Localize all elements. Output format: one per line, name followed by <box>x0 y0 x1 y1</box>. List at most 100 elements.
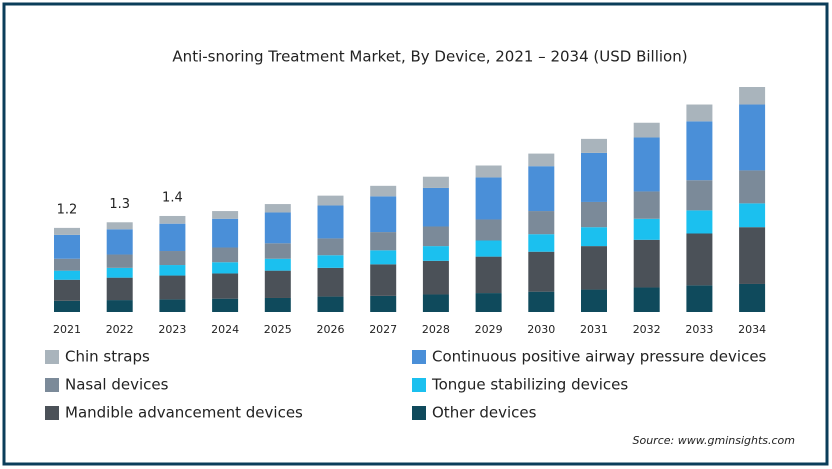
legend-label: Tongue stabilizing devices <box>431 376 628 394</box>
bar-segment <box>159 299 186 312</box>
x-tick-label: 2028 <box>422 323 450 336</box>
x-tick-label: 2030 <box>527 323 555 336</box>
bar-segment <box>581 227 607 247</box>
bar-segment <box>422 260 449 295</box>
bar-segment <box>475 165 502 178</box>
bar-segment <box>528 166 555 212</box>
bar-segment <box>475 240 502 257</box>
bar-segment <box>370 250 397 265</box>
bar-segment <box>686 233 713 286</box>
bar-segment <box>422 187 449 227</box>
bar-segment <box>422 246 449 261</box>
bar-segment <box>475 293 502 312</box>
bar-segment <box>264 258 291 271</box>
legend-swatch <box>45 406 59 420</box>
bar-segment <box>739 170 766 204</box>
bar-segment <box>106 229 133 255</box>
bar-segment <box>370 196 397 233</box>
bar-segment <box>528 251 555 292</box>
bar-segment <box>54 234 80 259</box>
bar-segment <box>317 238 344 256</box>
bar-segment <box>739 104 766 171</box>
bar-segment <box>317 205 344 239</box>
total-label: 1.2 <box>57 202 78 217</box>
bar-segment <box>633 137 660 192</box>
bar-segment <box>106 277 133 301</box>
legend-swatch <box>412 406 426 420</box>
bar-segment <box>686 210 713 234</box>
bar-segment <box>106 222 133 230</box>
x-tick-label: 2026 <box>317 323 345 336</box>
chart-title: Anti-snoring Treatment Market, By Device… <box>172 48 687 66</box>
bar-segment <box>528 211 555 235</box>
bar-segment <box>264 270 291 298</box>
bar-segment <box>159 215 186 224</box>
bar-segment <box>212 298 239 312</box>
x-tick-label: 2025 <box>264 323 292 336</box>
legend-label: Continuous positive airway pressure devi… <box>432 348 767 366</box>
bar-segment <box>212 211 239 219</box>
legend-swatch <box>45 350 59 364</box>
bar-segment <box>54 270 80 280</box>
x-tick-label: 2027 <box>369 323 397 336</box>
bar-segment <box>106 267 133 278</box>
bar-segment <box>212 247 239 263</box>
bar-segment <box>264 212 291 244</box>
bar-segment <box>54 227 80 235</box>
bar-segment <box>739 203 766 228</box>
bar-segment <box>370 232 397 251</box>
bar-segment <box>159 275 186 300</box>
bar-segment <box>528 234 555 252</box>
x-tick-label: 2033 <box>685 323 713 336</box>
bar-segment <box>475 177 502 220</box>
bar-segment <box>633 287 660 312</box>
bar-segment <box>581 152 607 202</box>
bar-segment <box>633 239 660 288</box>
bar-segment <box>581 246 607 290</box>
bar-segment <box>212 218 239 248</box>
bar-segment <box>528 153 555 167</box>
bar-segment <box>264 204 291 213</box>
bar-segment <box>633 122 660 138</box>
legend-swatch <box>45 378 59 392</box>
x-tick-label: 2032 <box>633 323 661 336</box>
bar-segment <box>686 121 713 181</box>
bar-segment <box>54 279 80 301</box>
bar-segment <box>581 201 607 228</box>
bar-segment <box>317 267 344 297</box>
bar-segment <box>581 289 607 312</box>
total-label: 1.4 <box>162 190 183 205</box>
bar-segment <box>422 294 449 312</box>
bar-segment <box>264 297 291 312</box>
bar-segment <box>739 227 766 284</box>
bar-segment <box>54 300 80 312</box>
bar-segment <box>317 195 344 206</box>
bar-segment <box>739 87 766 105</box>
bar-segment <box>159 223 186 252</box>
bar-segment <box>370 295 397 312</box>
x-tick-label: 2023 <box>158 323 186 336</box>
bar-segment <box>475 256 502 294</box>
bar-segment <box>686 180 713 211</box>
x-tick-label: 2031 <box>580 323 608 336</box>
bar-segment <box>54 258 80 271</box>
bar-segment <box>212 273 239 299</box>
legend-label: Other devices <box>432 404 537 422</box>
x-tick-label: 2034 <box>738 323 766 336</box>
bar-segment <box>686 104 713 122</box>
bar-segment <box>739 283 766 312</box>
bar-segment <box>317 296 344 312</box>
bar-segment <box>212 262 239 274</box>
bar-segment <box>370 185 397 197</box>
bar-segment <box>581 138 607 153</box>
bar-segment <box>264 243 291 259</box>
bar-segment <box>422 176 449 188</box>
x-tick-label: 2024 <box>211 323 239 336</box>
bar-segment <box>159 251 186 266</box>
bar-segment <box>106 254 133 268</box>
bar-segment <box>686 285 713 312</box>
x-tick-label: 2029 <box>475 323 503 336</box>
bar-segment <box>106 300 133 312</box>
bar-segment <box>159 265 186 276</box>
